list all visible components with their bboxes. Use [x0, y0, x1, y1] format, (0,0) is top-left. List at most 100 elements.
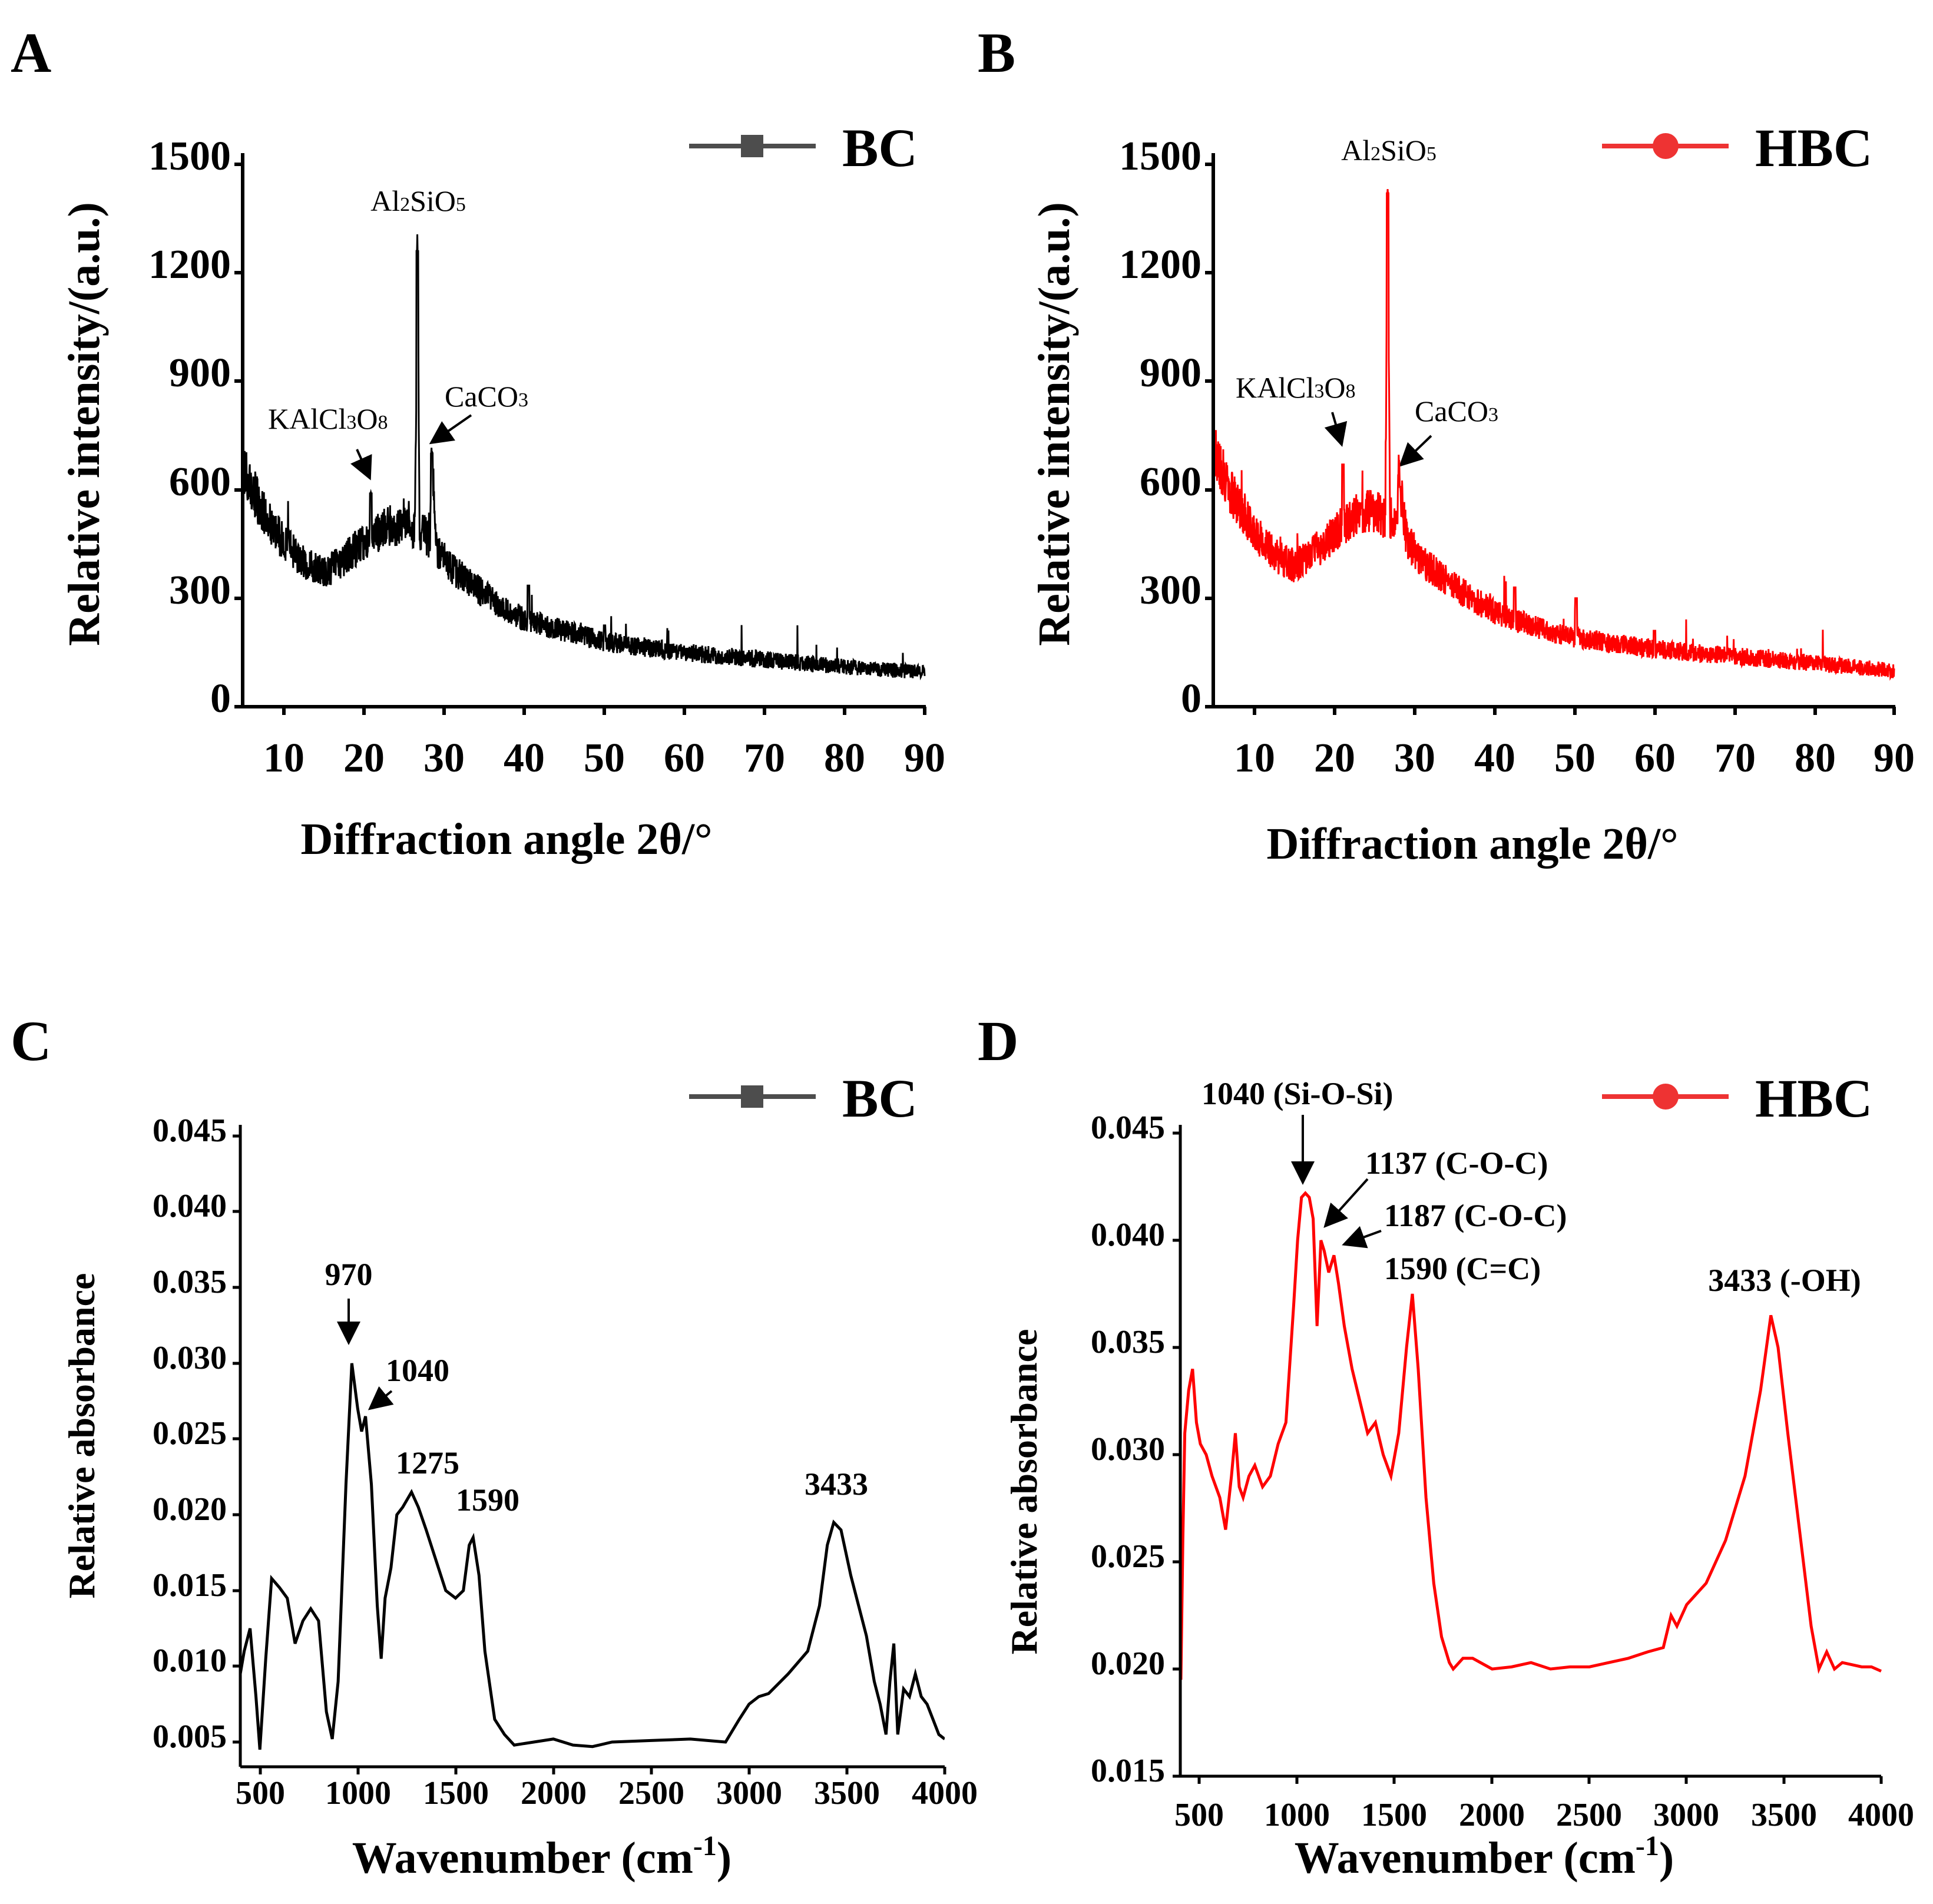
legend-b: HBC [1602, 118, 1872, 178]
x-tick-c-4000: 4000 [912, 1775, 978, 1812]
x-tick-c-1000: 1000 [325, 1775, 391, 1812]
x-axis-title-d: Wavenumber (cm-1) [1295, 1830, 1674, 1883]
x-tick-d-3500: 3500 [1751, 1797, 1817, 1833]
annotation-c-1590: 1590 [456, 1482, 519, 1518]
x-tick-b-90: 90 [1874, 736, 1915, 781]
x-tick-a-30: 30 [423, 736, 465, 781]
y-tick-d-0.015: 0.015 [1091, 1753, 1165, 1789]
y-tick-c-0.040: 0.040 [153, 1188, 227, 1224]
y-tick-c-0.005: 0.005 [153, 1718, 227, 1755]
arrow-b-caco3 [1399, 435, 1432, 467]
annotation-d-1187: 1187 (C-O-C) [1384, 1198, 1567, 1233]
y-tick-d-0.025: 0.025 [1091, 1538, 1165, 1575]
x-tick-c-3000: 3000 [716, 1775, 782, 1812]
annotation-b-kalcl3o8: KAlCl3O8 [1236, 371, 1355, 404]
y-tick-c-0.015: 0.015 [153, 1567, 227, 1604]
x-axis-title-c: Wavenumber (cm-1) [352, 1830, 732, 1883]
x-tick-c-1500: 1500 [423, 1775, 489, 1812]
legend-marker-c [741, 1085, 763, 1108]
panel-c: C Relative absorbance Wavenumber (cm-1) … [11, 1009, 978, 1883]
annotation-c-970: 970 [325, 1257, 373, 1292]
x-tick-a-20: 20 [343, 736, 385, 781]
annotation-b-al2sio5: Al2SiO5 [1341, 134, 1436, 167]
x-tick-d-3000: 3000 [1653, 1797, 1719, 1833]
x-tick-c-500: 500 [236, 1775, 285, 1812]
x-ticks-c: 500 1000 1500 2000 2500 3000 3500 4000 [236, 1775, 978, 1812]
annotations-d: 1040 (Si-O-Si) 1137 (C-O-C) 1187 (C-O-C)… [1201, 1076, 1861, 1298]
y-tick-d-0.020: 0.020 [1091, 1645, 1165, 1682]
series-line-c [240, 1363, 945, 1750]
axes-frame-a [234, 153, 926, 715]
x-tick-b-70: 70 [1714, 736, 1756, 781]
y-axis-title-a: Relative intensity/(a.u.) [59, 202, 109, 646]
legend-c: BC [689, 1068, 918, 1128]
y-ticks-c: 0.005 0.010 0.015 0.020 0.025 0.030 0.03… [153, 1112, 227, 1755]
axes-frame-d [1173, 1125, 1883, 1784]
y-tick-a-600: 600 [169, 459, 231, 505]
x-tick-b-30: 30 [1394, 736, 1435, 781]
y-tick-b-0: 0 [1181, 676, 1201, 721]
y-tick-d-0.035: 0.035 [1091, 1324, 1165, 1360]
x-tick-a-90: 90 [904, 736, 945, 781]
panel-b: B Relative intensity/(a.u.) Diffraction … [978, 21, 1915, 869]
series-line-a [244, 234, 926, 681]
y-tick-a-900: 900 [169, 350, 231, 396]
arrow-a-kalcl3o8 [350, 449, 372, 481]
panel-a: A Relative intensity/(a.u.) Diffraction … [11, 21, 945, 864]
legend-label-c: BC [842, 1068, 918, 1128]
plot-area-a [244, 234, 926, 681]
x-tick-b-80: 80 [1795, 736, 1836, 781]
arrow-a-caco3 [429, 414, 472, 445]
axes-frame-c [233, 1125, 946, 1774]
y-tick-d-0.040: 0.040 [1091, 1217, 1165, 1253]
y-tick-a-0: 0 [210, 676, 231, 721]
y-tick-b-1500: 1500 [1119, 134, 1201, 179]
y-tick-a-1200: 1200 [148, 242, 231, 287]
x-tick-b-60: 60 [1634, 736, 1676, 781]
plot-area-c [240, 1363, 945, 1750]
x-axis-title-b: Diffraction angle 2θ/° [1266, 819, 1678, 869]
annotation-d-1590: 1590 (C=C) [1384, 1251, 1541, 1286]
y-tick-b-1200: 1200 [1119, 242, 1201, 287]
x-tick-b-10: 10 [1234, 736, 1275, 781]
x-tick-d-500: 500 [1174, 1797, 1224, 1833]
legend-a: BC [689, 118, 918, 178]
y-ticks-b: 0 300 600 900 1200 1500 [1119, 134, 1201, 721]
annotations-a: Al2SiO5 KAlCl3O8 CaCO3 [268, 184, 528, 481]
legend-label-a: BC [842, 118, 918, 178]
series-line-b [1215, 188, 1895, 681]
x-tick-a-40: 40 [504, 736, 545, 781]
y-tick-c-0.010: 0.010 [153, 1643, 227, 1679]
annotation-c-1040: 1040 [386, 1353, 449, 1388]
y-tick-b-600: 600 [1140, 459, 1201, 505]
legend-marker-d [1653, 1084, 1679, 1110]
y-tick-d-0.045: 0.045 [1091, 1110, 1165, 1146]
x-tick-a-80: 80 [824, 736, 865, 781]
x-tick-d-4000: 4000 [1848, 1797, 1914, 1833]
y-tick-c-0.025: 0.025 [153, 1415, 227, 1452]
x-tick-c-2500: 2500 [618, 1775, 684, 1812]
annotations-c: 970 1040 1275 1590 3433 [325, 1257, 869, 1518]
x-tick-d-2500: 2500 [1556, 1797, 1622, 1833]
y-axis-title-c: Relative absorbance [61, 1273, 102, 1599]
legend-marker-b [1653, 133, 1679, 159]
x-tick-d-1000: 1000 [1264, 1797, 1330, 1833]
x-tick-b-40: 40 [1474, 736, 1515, 781]
axes-frame-b [1205, 153, 1896, 715]
x-tick-a-60: 60 [664, 736, 705, 781]
legend-label-d: HBC [1755, 1068, 1872, 1128]
x-tick-b-20: 20 [1314, 736, 1355, 781]
annotation-a-al2sio5: Al2SiO5 [370, 184, 466, 217]
annotations-b: Al2SiO5 KAlCl3O8 CaCO3 [1236, 134, 1498, 467]
x-tick-d-2000: 2000 [1459, 1797, 1525, 1833]
arrow-d-1187 [1342, 1226, 1382, 1249]
arrow-c-1040 [368, 1386, 394, 1410]
legend-d: HBC [1602, 1068, 1872, 1128]
y-tick-a-300: 300 [169, 568, 231, 613]
x-axis-title-a: Diffraction angle 2θ/° [300, 814, 712, 864]
x-tick-c-2000: 2000 [521, 1775, 587, 1812]
y-tick-d-0.030: 0.030 [1091, 1431, 1165, 1468]
annotation-d-1040: 1040 (Si-O-Si) [1201, 1076, 1394, 1111]
x-tick-a-10: 10 [263, 736, 304, 781]
